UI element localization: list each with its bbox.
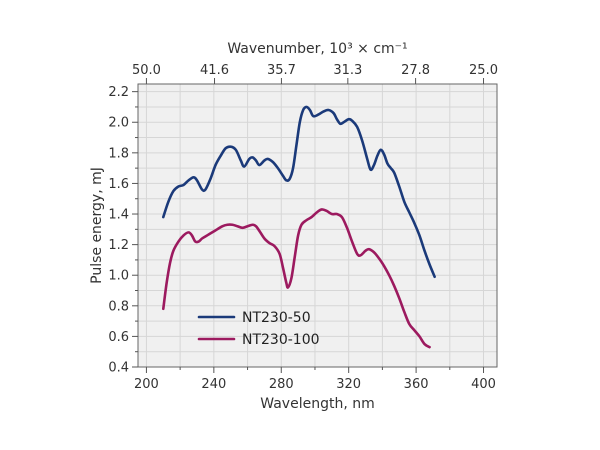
top-tick-label: 31.3 bbox=[333, 63, 362, 78]
x-axis-label: Wavelength, nm bbox=[260, 396, 374, 412]
x-axis: 200 240 280 320 360 400 bbox=[134, 367, 496, 392]
top-tick-label: 27.8 bbox=[401, 63, 430, 78]
x-tick-label: 200 bbox=[134, 377, 159, 392]
top-axis-label: Wavenumber, 10³ × cm⁻¹ bbox=[227, 41, 407, 57]
y-axis-label: Pulse energy, mJ bbox=[89, 167, 105, 284]
x-tick-label: 320 bbox=[336, 377, 361, 392]
series-line-0 bbox=[161, 105, 436, 279]
y-tick-label: 1.2 bbox=[108, 238, 129, 253]
top-axis: 50.0 41.6 35.7 31.3 27.8 25.0 bbox=[132, 63, 498, 84]
x-tick-label: 360 bbox=[404, 377, 429, 392]
x-tick-label: 280 bbox=[269, 377, 294, 392]
y-axis: 0.4 0.6 0.8 1.0 1.2 1.4 1.6 1.8 2.0 2.2 bbox=[108, 85, 138, 376]
series-line-1 bbox=[161, 208, 431, 349]
y-tick-label: 0.6 bbox=[108, 330, 129, 345]
top-tick-label: 25.0 bbox=[469, 63, 498, 78]
legend: NT230-50 NT230-100 bbox=[197, 310, 320, 348]
legend-entry: NT230-100 bbox=[242, 332, 320, 348]
y-tick-label: 2.2 bbox=[108, 85, 129, 100]
legend-entry: NT230-50 bbox=[242, 310, 311, 326]
top-tick-label: 50.0 bbox=[132, 63, 161, 78]
series-group bbox=[161, 105, 436, 349]
y-tick-label: 1.0 bbox=[108, 269, 129, 284]
y-tick-label: 0.8 bbox=[108, 299, 129, 314]
y-tick-label: 2.0 bbox=[108, 116, 129, 131]
x-tick-label: 240 bbox=[201, 377, 226, 392]
x-tick-label: 400 bbox=[471, 377, 496, 392]
y-tick-label: 1.8 bbox=[108, 146, 129, 161]
top-tick-label: 35.7 bbox=[267, 63, 296, 78]
y-tick-label: 1.6 bbox=[108, 177, 129, 192]
y-tick-label: 0.4 bbox=[108, 361, 129, 376]
plot-frame bbox=[137, 83, 498, 368]
y-tick-label: 1.4 bbox=[108, 208, 129, 223]
plot-background bbox=[138, 84, 497, 367]
top-tick-label: 41.6 bbox=[200, 63, 229, 78]
